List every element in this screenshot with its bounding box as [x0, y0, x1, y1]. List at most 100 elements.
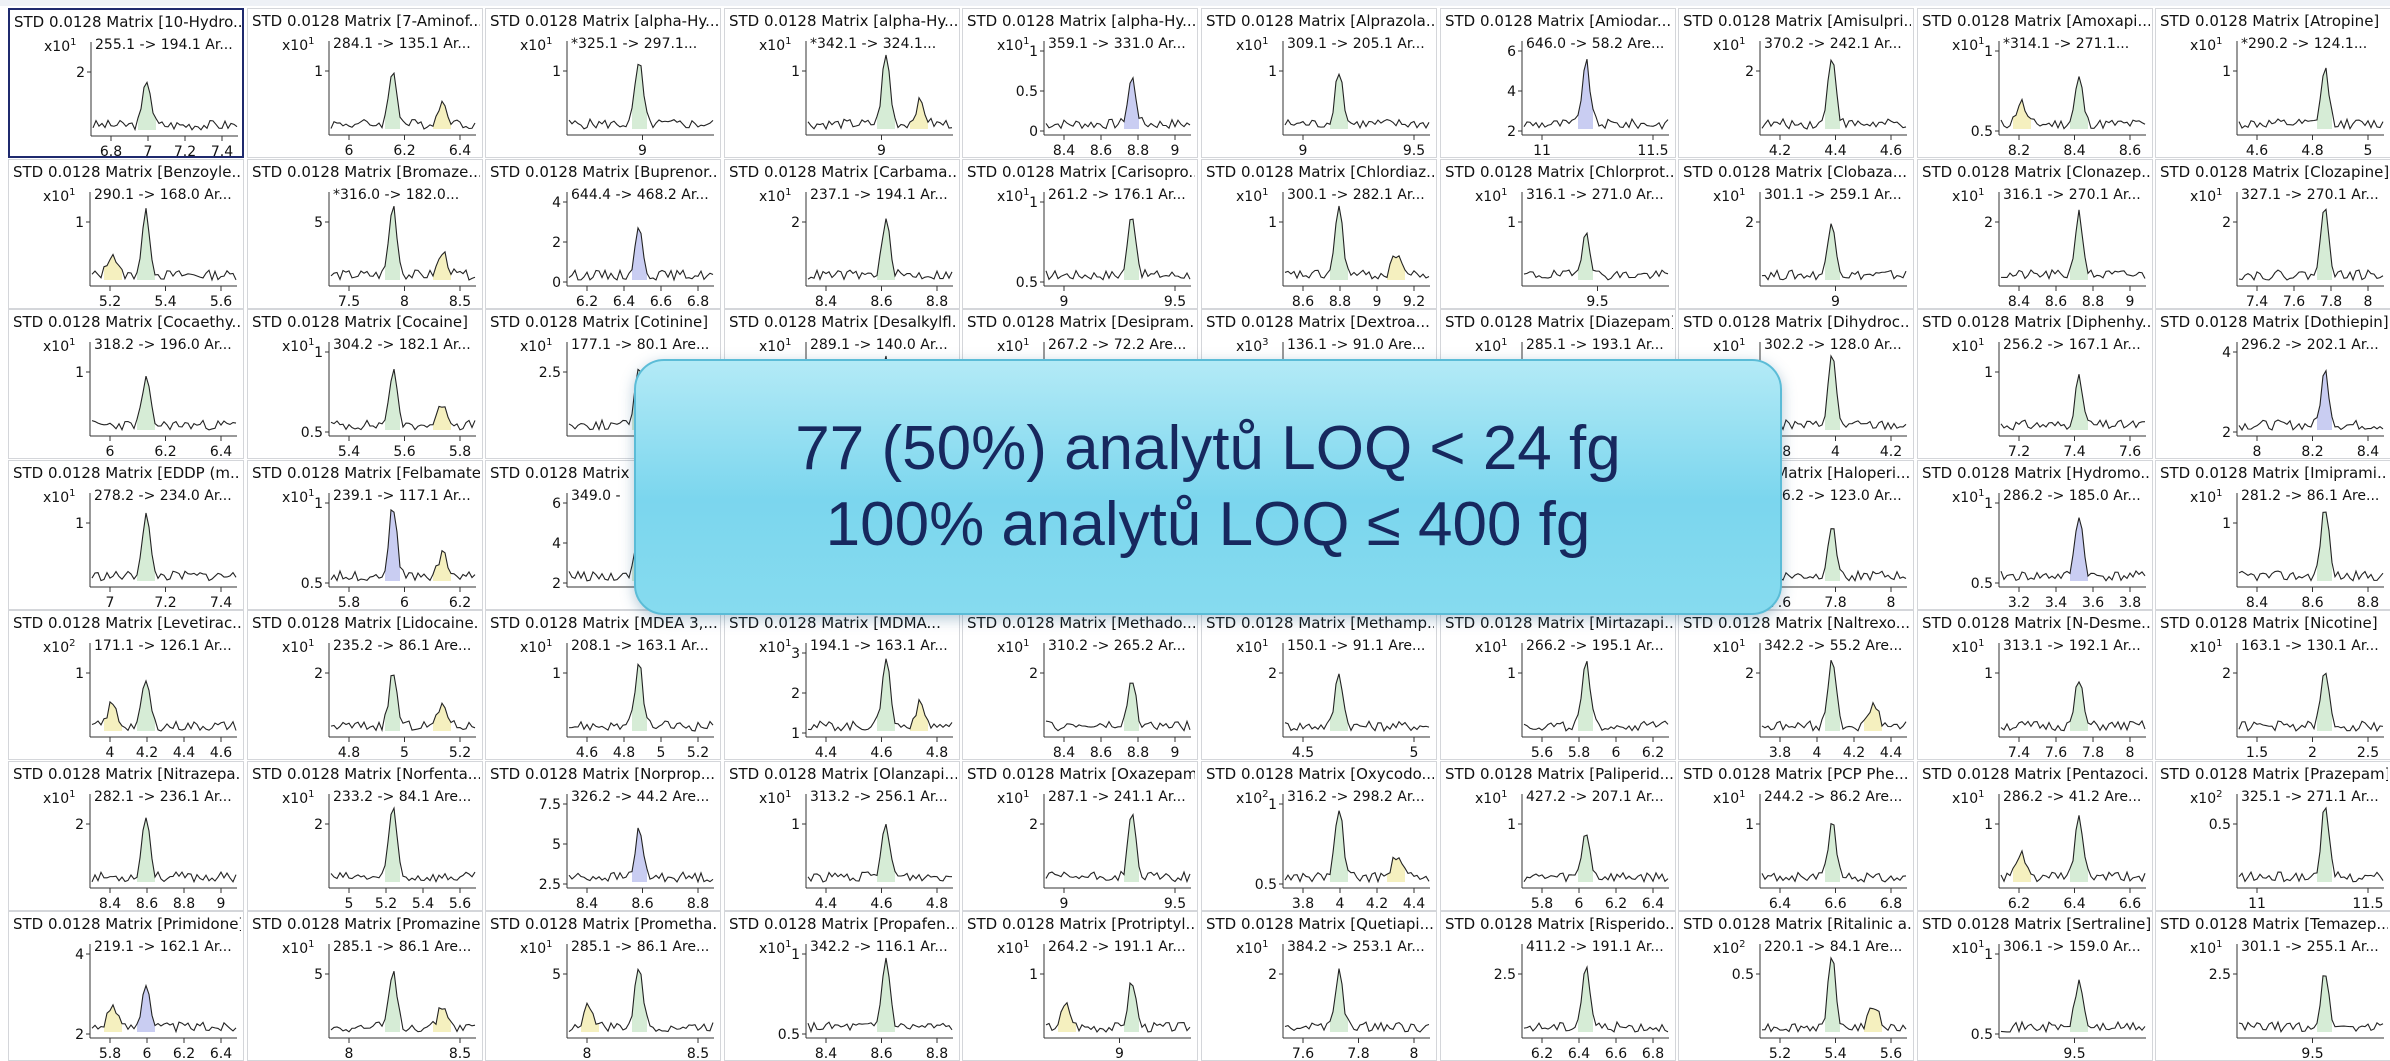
main-peak-area [138, 82, 156, 130]
x-tick-label: 5.4 [338, 444, 360, 458]
chromatogram-panel[interactable]: STD 0.0128 Matrix [Temazep... x101 2.5 301.… [2155, 911, 2390, 1061]
chromatogram-panel[interactable]: STD 0.0128 Matrix [Amoxapi... x101 1 0.5 *31… [1917, 8, 2153, 158]
chromatogram-panel[interactable]: STD 0.0128 Matrix [Amisulpri... x101 2 370.… [1678, 8, 1914, 158]
chromatogram-panel[interactable]: STD 0.0128 Matrix [Carisopro... x101 1 0.5 2… [962, 159, 1198, 309]
chromatogram-panel[interactable]: STD 0.0128 Matrix [MDEA 3,... x101 1 208.1 … [485, 610, 721, 760]
x-tick-label: 8.8 [1329, 294, 1351, 308]
chromatogram-panel[interactable]: STD 0.0128 Matrix [Cocaethy... x101 1 318.2… [8, 309, 244, 459]
x-tick-label: 11 [1533, 143, 1551, 157]
chromatogram-panel[interactable]: STD 0.0128 Matrix [Ritalinic a... x102 0.5… [1678, 911, 1914, 1061]
chromatogram-panel[interactable]: STD 0.0128 Matrix [alpha-Hy... x101 1 0.5 0 3… [962, 8, 1198, 158]
secondary-peak-area [581, 1003, 599, 1032]
panel-title: STD 0.0128 Matrix [Buprenor... [490, 163, 718, 181]
y-multiplier-label: x101 [43, 488, 75, 506]
panel-title: STD 0.0128 Matrix [EDDP (m... [13, 464, 241, 482]
x-tick-label: 7.6 [1292, 1046, 1314, 1060]
chromatogram-panel[interactable]: STD 0.0128 Matrix [Dothiepin] 4 2 296.2 -> … [2155, 309, 2390, 459]
chromatogram-panel[interactable]: STD 0.0128 Matrix [Paliperid... x101 1 427.… [1440, 761, 1676, 911]
y-multiplier-label: x101 [759, 939, 791, 957]
chromatogram-panel[interactable]: STD 0.0128 Matrix [EDDP (m... x101 1 278.2 … [8, 460, 244, 610]
secondary-peak-area [433, 1007, 451, 1032]
chromatogram-panel[interactable]: STD 0.0128 Matrix [PCP Phe... x101 1 244.2 … [1678, 761, 1914, 911]
chromatogram-panel[interactable]: STD 0.0128 Matrix [Buprenor... 4 2 0 644.4 -… [485, 159, 721, 309]
chromatogram-panel[interactable]: STD 0.0128 Matrix [Clobaza... x101 2 301.1 … [1678, 159, 1914, 309]
chromatogram-panel[interactable]: STD 0.0128 Matrix [Sertraline] x101 1 0.5 30… [1917, 911, 2153, 1061]
chromatogram-panel[interactable]: STD 0.0128 Matrix [Pentazoci... x101 1 286.… [1917, 761, 2153, 911]
x-tick-label: 1.5 [2246, 745, 2268, 759]
chromatogram-panel[interactable]: STD 0.0128 Matrix [Risperido... 2.5 411.2 … [1440, 911, 1676, 1061]
chromatogram-panel[interactable]: STD 0.0128 Matrix [Promazine] x101 5 285.1 … [247, 911, 483, 1061]
transition-label: 235.2 -> 86.1 Are... [333, 638, 471, 654]
chromatogram-panel[interactable]: STD 0.0128 Matrix [Protriptyl... x101 1 264… [962, 911, 1198, 1061]
y-multiplier-label: x101 [2190, 36, 2222, 54]
chromatogram-panel[interactable]: STD 0.0128 Matrix [Benzoyle... x101 1 290.1… [8, 159, 244, 309]
y-tick-label: 0.5 [778, 1027, 800, 1043]
chromatogram-panel[interactable]: STD 0.0128 Matrix [Prometha... x101 5 285.1… [485, 911, 721, 1061]
y-multiplier-label: x102 [43, 638, 75, 656]
transition-label: 359.1 -> 331.0 Ar... [1048, 36, 1186, 52]
y-tick-label: 2.5 [1494, 967, 1516, 983]
y-tick-label: 0 [1029, 124, 1038, 140]
chromatogram-panel[interactable]: STD 0.0128 Matrix [Propafen... x101 1 0.5 34… [724, 911, 960, 1061]
chromatogram-panel[interactable]: STD 0.0128 Matrix [Cocaine] x101 1 0.5 304.2… [247, 309, 483, 459]
x-tick-label: 8.6 [870, 1046, 892, 1060]
transition-label: 256.2 -> 167.1 Ar... [2003, 337, 2141, 353]
chromatogram-panel[interactable]: STD 0.0128 Matrix [Methado... x101 2 310.2 … [962, 610, 1198, 760]
chromatogram-panel[interactable]: STD 0.0128 Matrix [N-Desme... x101 1 313.1 … [1917, 610, 2153, 760]
chromatogram-panel[interactable]: STD 0.0128 Matrix [Oxazepam] x101 2 287.1 -… [962, 761, 1198, 911]
chromatogram-panel[interactable]: STD 0.0128 Matrix [Oxycodo... x102 1 0.5 316… [1201, 761, 1437, 911]
y-tick-label: 1 [1984, 44, 1993, 60]
chromatogram-panel[interactable]: STD 0.0128 Matrix [Bromaze... 5 *316.0 -> … [247, 159, 483, 309]
x-tick-label: 4.2 [1880, 444, 1902, 458]
chromatogram-panel[interactable]: STD 0.0128 Matrix [Nitrazepa... x101 2 282.… [8, 761, 244, 911]
signal-trace [807, 957, 953, 1034]
chromatogram-panel[interactable]: STD 0.0128 Matrix [Levetirac... x102 1 171.… [8, 610, 244, 760]
panel-title: STD 0.0128 Matrix [490, 464, 630, 482]
chromatogram-panel[interactable]: STD 0.0128 Matrix [Imiprami... x101 1 281.2… [2155, 460, 2390, 610]
chromatogram-panel[interactable]: STD 0.0128 Matrix [Carbama... x101 2 237.1 … [724, 159, 960, 309]
main-peak-area [2317, 370, 2332, 430]
chromatogram-panel[interactable]: STD 0.0128 Matrix [10-Hydro... x101 2 255.1… [8, 8, 244, 158]
chromatogram-panel[interactable]: STD 0.0128 Matrix [alpha-Hy... x101 1 *325.… [485, 8, 721, 158]
chromatogram-panel[interactable]: STD 0.0128 Matrix [Olanzapi... x101 1 313.2… [724, 761, 960, 911]
chromatogram-panel[interactable]: STD 0.0128 Matrix [Mirtazapi... x101 1 266.… [1440, 610, 1676, 760]
y-tick-label: 1 [1507, 215, 1516, 231]
chromatogram-panel[interactable]: STD 0.0128 Matrix [Amiodar... 6 4 2 646.0 ->… [1440, 8, 1676, 158]
chromatogram-panel[interactable]: STD 0.0128 Matrix [Norprop... 7.5 5 2.5 326.… [485, 761, 721, 911]
chromatogram-panel[interactable]: STD 0.0128 Matrix [Primidone] 4 2 219.1 -> … [8, 911, 244, 1061]
transition-label: *325.1 -> 297.1... [571, 36, 697, 52]
chromatogram-panel[interactable]: STD 0.0128 Matrix [Hydromo... x101 1 0.5 286… [1917, 460, 2153, 610]
main-peak-area [2070, 517, 2088, 581]
signal-trace [330, 508, 476, 582]
chromatogram-panel[interactable]: STD 0.0128 Matrix [alpha-Hy... x101 1 *342.… [724, 8, 960, 158]
chromatogram-panel[interactable]: STD 0.0128 Matrix [Felbamate] x101 1 0.5 239… [247, 460, 483, 610]
chromatogram-panel[interactable]: STD 0.0128 Matrix [Nicotine] x101 2 163.1 -… [2155, 610, 2390, 760]
panel-title: STD 0.0128 Matrix [alpha-Hy... [490, 12, 718, 30]
x-tick-label: 5.6 [393, 444, 415, 458]
chromatogram-panel[interactable]: STD 0.0128 Matrix [Naltrexo... x101 2 342.2… [1678, 610, 1914, 760]
chromatogram-panel[interactable]: STD 0.0128 Matrix [MDMA... x101 3 2 1 194.1 -… [724, 610, 960, 760]
chromatogram-panel[interactable]: STD 0.0128 Matrix [Clozapine] x101 2 327.1 … [2155, 159, 2390, 309]
chromatogram-plot: 6 4 2 646.0 -> 58.2 Are... 11 11.5 [1507, 36, 1669, 157]
x-tick-label: 8.8 [1127, 745, 1149, 759]
transition-label: 287.1 -> 241.1 Ar... [1048, 789, 1186, 805]
chromatogram-panel[interactable]: STD 0.0128 Matrix [Diphenhy... x101 1 256.2… [1917, 309, 2153, 459]
chromatogram-panel[interactable]: STD 0.0128 Matrix [Alprazola... x101 1 309.… [1201, 8, 1437, 158]
x-tick-label: 5.8 [1568, 745, 1590, 759]
chromatogram-panel[interactable]: STD 0.0128 Matrix [Quetiapi... x101 2 384.2… [1201, 911, 1437, 1061]
main-peak-area [2070, 209, 2088, 280]
chromatogram-panel[interactable]: STD 0.0128 Matrix [Lidocaine... x101 2 235.… [247, 610, 483, 760]
y-tick-label: 1 [791, 64, 800, 80]
chromatogram-panel[interactable]: STD 0.0128 Matrix [7-Aminof... x101 1 284.1… [247, 8, 483, 158]
y-tick-label: 1 [1507, 817, 1516, 833]
chromatogram-panel[interactable]: STD 0.0128 Matrix [Prazepam] x102 0.5 325.1… [2155, 761, 2390, 911]
chromatogram-panel[interactable]: STD 0.0128 Matrix [Chlordiaz... x101 1 300.… [1201, 159, 1437, 309]
chromatogram-panel[interactable]: STD 0.0128 Matrix [Cotinine] x101 2.5 177.1… [485, 309, 721, 459]
chromatogram-panel[interactable]: STD 0.0128 Matrix [Norfenta... x101 2 233.2… [247, 761, 483, 911]
chromatogram-panel[interactable]: STD 0.0128 Matrix [Clonazep... x101 2 316.1… [1917, 159, 2153, 309]
chromatogram-panel[interactable]: STD 0.0128 Matrix [Chlorprot... x101 1 316.… [1440, 159, 1676, 309]
chromatogram-panel[interactable]: STD 0.0128 Matrix [Methamp... x101 2 150.1 … [1201, 610, 1437, 760]
chromatogram-panel[interactable]: STD 0.0128 Matrix [Atropine] x101 1 *290.2 … [2155, 8, 2390, 158]
